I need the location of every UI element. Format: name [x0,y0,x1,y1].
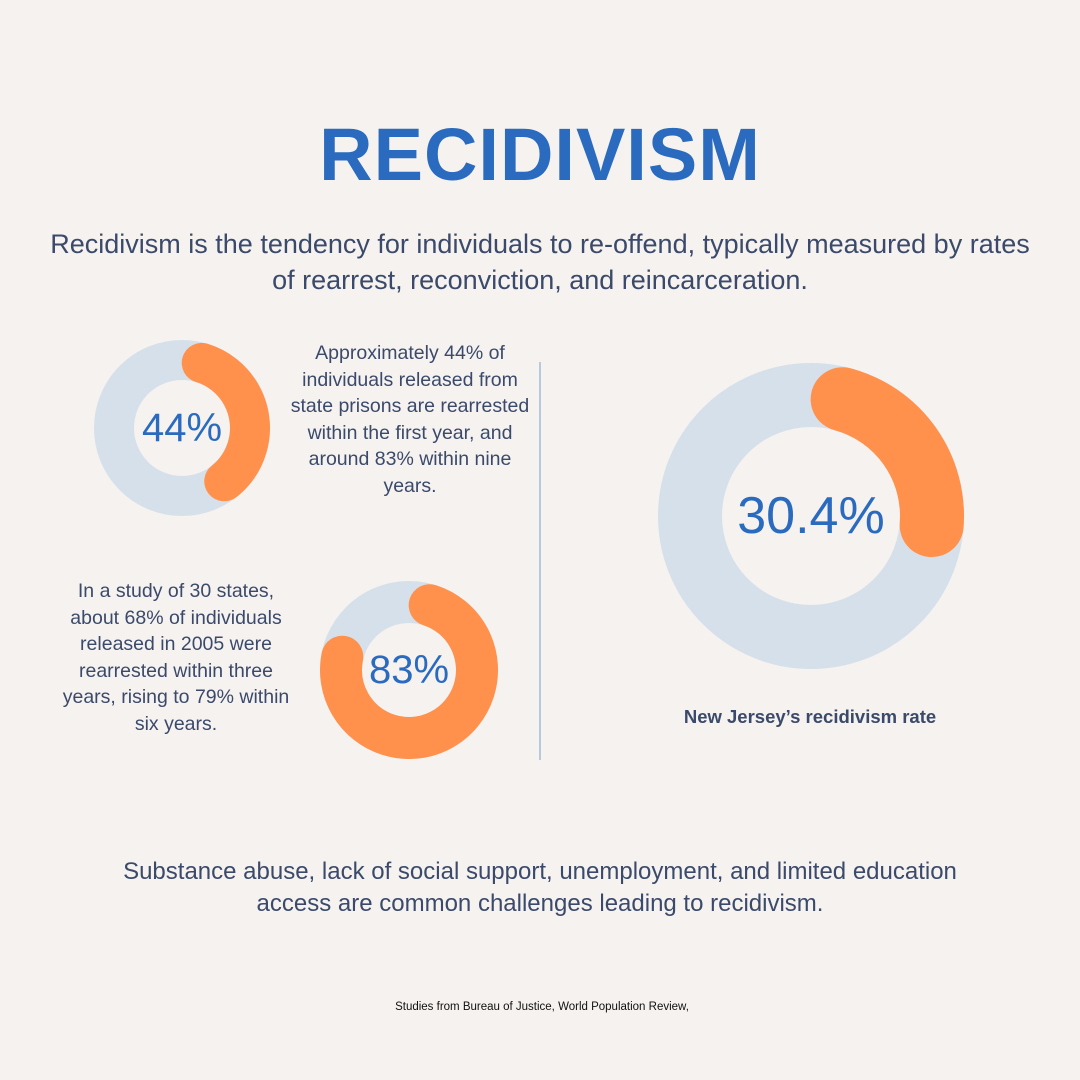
page-title: RECIDIVISM [319,113,761,196]
stat-83-description: In a study of 30 states, about 68% of in… [62,580,290,735]
donut-value-arc [320,581,498,759]
nj-caption: New Jersey’s recidivism rate [683,706,937,727]
sources-text: Studies from Bureau of Justice, World Po… [395,1001,689,1013]
donut-value-arc [94,340,270,516]
donut-chart-nj: 30.4% [658,363,964,669]
stat-44-description: Approximately 44% of individuals release… [290,342,530,497]
donut-chart-83: 83% [320,581,498,759]
footer-text: Substance abuse, lack of social support,… [123,858,957,917]
intro-text: Recidivism is the tendency for individua… [50,229,1030,295]
donut-svg: 83% [320,581,498,759]
donut-value-label: 83% [369,648,449,692]
donut-value-arc [658,363,964,669]
vertical-divider [539,362,541,760]
donut-chart-44: 44% [94,340,270,516]
donut-value-label: 30.4% [737,487,884,545]
donut-svg: 44% [94,340,270,516]
donut-svg: 30.4% [658,363,964,669]
donut-value-label: 44% [142,406,222,450]
